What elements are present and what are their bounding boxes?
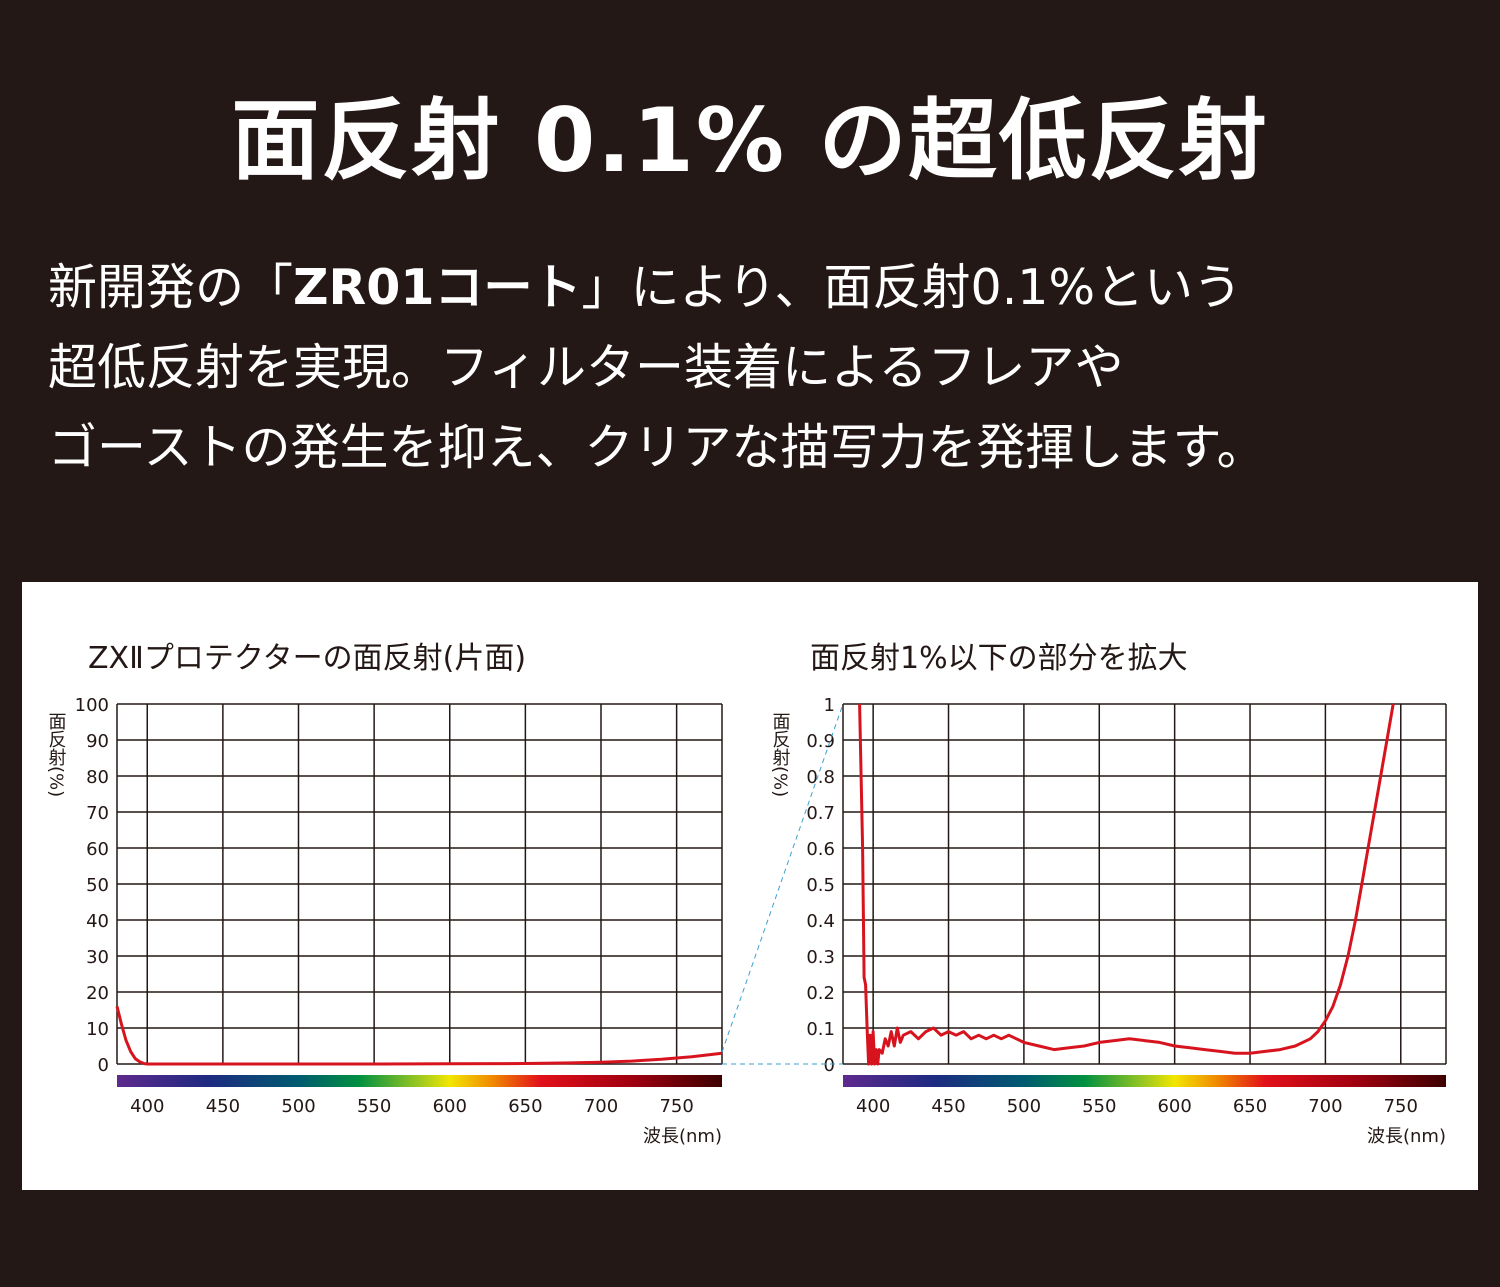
- chart-1-x-tick-label: 400: [130, 1096, 164, 1117]
- chart-2-x-tick-label: 450: [931, 1096, 965, 1117]
- chart-1-y-tick-label: 70: [86, 803, 109, 824]
- chart-2-y-tick-label: 0.3: [806, 947, 835, 968]
- chart-2-y-tick-label: 0: [824, 1055, 835, 1076]
- headline: 面反射 0.1% の超低反射: [231, 89, 1269, 192]
- chart-1-x-tick-label: 750: [659, 1096, 693, 1117]
- chart-1-y-tick-label: 80: [86, 767, 109, 788]
- chart-2-x-tick-label: 700: [1308, 1096, 1342, 1117]
- line1-post: 」により、面反射0.1%という: [581, 259, 1243, 316]
- chart-1-y-tick-label: 50: [86, 875, 109, 896]
- chart-2-x-tick-label: 500: [1007, 1096, 1041, 1117]
- coating-name: ZR01コート: [293, 259, 582, 316]
- chart-1-x-tick-label: 450: [206, 1096, 240, 1117]
- chart-1-x-tick-label: 650: [508, 1096, 542, 1117]
- chart-1-x-tick-label: 600: [433, 1096, 467, 1117]
- chart-2-y-tick-label: 0.2: [806, 983, 835, 1004]
- chart-2-y-tick-label: 0.1: [806, 1019, 835, 1040]
- description-line-1: 新開発の「ZR01コート」により、面反射0.1%という: [48, 248, 1266, 328]
- chart-2-x-axis-label: 波長(nm): [1367, 1126, 1446, 1147]
- chart-1-y-tick-label: 0: [98, 1055, 109, 1076]
- chart-1-y-tick-label: 60: [86, 839, 109, 860]
- chart-2-y-tick-label: 0.7: [806, 803, 835, 824]
- chart-2-reflectance-curve: [858, 703, 1395, 1066]
- chart-1-x-tick-label: 550: [357, 1096, 391, 1117]
- chart-1-reflectance-curve: [115, 1006, 723, 1066]
- chart-1-y-tick-label: 30: [86, 947, 109, 968]
- chart-1-x-tick-label: 700: [584, 1096, 618, 1117]
- chart-1-y-tick-label: 100: [75, 695, 109, 716]
- chart-2-y-tick-label: 0.5: [806, 875, 835, 896]
- chart-2-spectrum-bar: [843, 1075, 1446, 1087]
- chart-1-title: ZXⅡプロテクターの面反射(片面): [88, 641, 526, 676]
- description: 新開発の「ZR01コート」により、面反射0.1%という 超低反射を実現。フィルタ…: [48, 248, 1266, 488]
- description-line-2: 超低反射を実現。フィルター装着によるフレアや: [48, 339, 1124, 396]
- chart-1-x-tick-label: 500: [281, 1096, 315, 1117]
- chart-2-x-tick-label: 600: [1157, 1096, 1191, 1117]
- chart-1-x-axis-label: 波長(nm): [643, 1126, 722, 1147]
- line1-pre: 新開発の「: [48, 259, 294, 316]
- chart-1-y-tick-label: 40: [86, 911, 109, 932]
- zoom-connector-top: [721, 703, 844, 1053]
- chart-2-y-axis-label: 面反射(%): [770, 712, 791, 797]
- chart-1-y-tick-label: 10: [86, 1019, 109, 1040]
- chart-1-y-axis-label: 面反射(%): [46, 712, 67, 797]
- chart-2-y-tick-label: 1: [824, 695, 835, 716]
- chart-2-y-tick-label: 0.9: [806, 731, 835, 752]
- chart-2-x-tick-label: 550: [1082, 1096, 1116, 1117]
- chart-2-y-tick-label: 0.6: [806, 839, 835, 860]
- description-line-3: ゴーストの発生を抑え、クリアな描写力を発揮します。: [48, 419, 1266, 476]
- chart-2-x-tick-label: 750: [1384, 1096, 1418, 1117]
- chart-1-spectrum-bar: [117, 1075, 722, 1087]
- chart-panel: [22, 582, 1478, 1190]
- chart-2-x-tick-label: 650: [1233, 1096, 1267, 1117]
- chart-2-y-tick-label: 0.4: [806, 911, 835, 932]
- chart-1-y-tick-label: 90: [86, 731, 109, 752]
- chart-1-y-tick-label: 20: [86, 983, 109, 1004]
- chart-2-y-tick-label: 0.8: [806, 767, 835, 788]
- chart-2-title: 面反射1%以下の部分を拡大: [810, 641, 1188, 676]
- chart-2-x-tick-label: 400: [856, 1096, 890, 1117]
